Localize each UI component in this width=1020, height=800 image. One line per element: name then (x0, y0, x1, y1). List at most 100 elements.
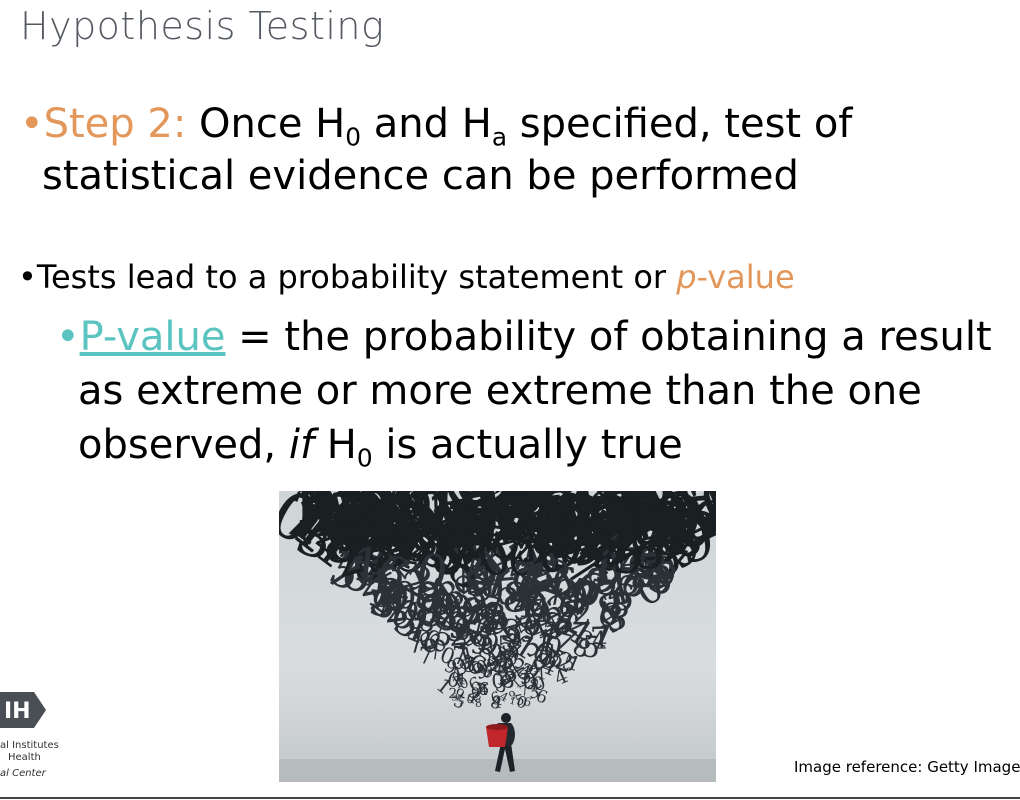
step-text-a: Once H (186, 101, 346, 147)
svg-text:7: 7 (480, 658, 499, 685)
svg-text:3: 3 (373, 515, 410, 581)
svg-text:9: 9 (518, 492, 561, 565)
bullet-dot: • (20, 101, 44, 147)
svg-text:6: 6 (550, 559, 580, 610)
svg-text:4: 4 (479, 682, 488, 699)
svg-text:4: 4 (364, 491, 405, 556)
svg-text:4: 4 (359, 547, 396, 606)
svg-text:8: 8 (501, 573, 529, 622)
p-value-word: p-value (676, 258, 794, 296)
svg-text:8: 8 (489, 693, 501, 713)
svg-text:9: 9 (478, 572, 505, 618)
logo-line-1: al Institutes (0, 740, 59, 751)
svg-text:1: 1 (508, 696, 517, 708)
svg-text:7: 7 (381, 529, 412, 583)
svg-text:0: 0 (376, 491, 414, 544)
p-value-rest: -value (696, 258, 795, 296)
p-value-link[interactable]: P-value (79, 314, 226, 360)
person-with-bucket (486, 713, 515, 772)
svg-text:5: 5 (635, 543, 667, 598)
svg-text:5: 5 (679, 491, 716, 554)
svg-text:7: 7 (404, 624, 427, 660)
svg-text:7: 7 (387, 588, 411, 628)
svg-text:1: 1 (538, 527, 572, 584)
svg-text:9: 9 (650, 491, 694, 553)
step-text-c: specified, test of (507, 101, 853, 147)
svg-text:9: 9 (626, 544, 659, 600)
svg-text:7: 7 (425, 639, 444, 665)
svg-text:6: 6 (477, 679, 490, 700)
svg-text:2: 2 (446, 616, 469, 654)
svg-text:9: 9 (469, 629, 489, 662)
svg-text:8: 8 (343, 491, 386, 553)
svg-text:0: 0 (662, 491, 703, 553)
svg-text:6: 6 (613, 555, 642, 605)
svg-text:8: 8 (461, 493, 499, 559)
svg-text:5: 5 (457, 697, 465, 707)
svg-text:0: 0 (522, 670, 537, 696)
bullet-dot: • (56, 314, 80, 360)
step-label: Step 2: (43, 101, 187, 147)
svg-text:4: 4 (492, 693, 504, 712)
svg-text:2: 2 (441, 491, 485, 560)
svg-text:0: 0 (434, 491, 480, 543)
svg-text:0: 0 (445, 667, 463, 692)
svg-text:8: 8 (613, 491, 664, 550)
svg-text:4: 4 (591, 625, 608, 655)
svg-text:9: 9 (507, 688, 518, 703)
ha-subscript: a (491, 122, 508, 152)
if-italic: if (288, 422, 315, 468)
svg-text:6: 6 (523, 694, 533, 709)
svg-text:8: 8 (319, 509, 361, 577)
svg-text:4: 4 (456, 670, 466, 688)
svg-text:9: 9 (505, 623, 523, 654)
svg-text:3: 3 (497, 658, 508, 678)
svg-text:1: 1 (536, 665, 547, 683)
svg-text:1: 1 (459, 642, 476, 667)
svg-text:5: 5 (610, 526, 644, 587)
nih-logo-mark: IH (0, 692, 46, 728)
h0-subscript: 0 (356, 443, 373, 473)
svg-text:8: 8 (633, 491, 678, 544)
nih-logo: IH al Institutes Health al Center (0, 690, 60, 780)
logo-mark-text: IH (4, 699, 31, 724)
svg-text:2: 2 (543, 503, 579, 568)
svg-text:0: 0 (514, 692, 529, 713)
svg-text:4: 4 (586, 522, 620, 583)
svg-text:1: 1 (349, 537, 385, 594)
svg-text:5: 5 (462, 653, 476, 677)
image-reference: Image reference: Getty Images (794, 758, 1020, 776)
svg-text:4: 4 (531, 592, 553, 630)
tests-text: Tests lead to a probability statement or (36, 258, 677, 296)
svg-text:7: 7 (573, 511, 613, 577)
svg-text:3: 3 (527, 674, 538, 694)
svg-text:4: 4 (619, 538, 647, 589)
svg-text:2: 2 (473, 693, 483, 705)
svg-text:1: 1 (534, 628, 554, 660)
svg-text:5: 5 (535, 491, 585, 551)
svg-text:7: 7 (524, 491, 570, 557)
svg-text:6: 6 (442, 519, 478, 580)
svg-text:6: 6 (493, 491, 532, 550)
svg-text:1: 1 (653, 507, 690, 569)
svg-text:0: 0 (535, 641, 555, 673)
svg-text:0: 0 (392, 574, 417, 618)
svg-text:7: 7 (418, 643, 433, 669)
svg-text:0: 0 (353, 545, 382, 596)
p-value-definition: •P-value = the probability of obtaining … (56, 310, 1006, 472)
svg-text:8: 8 (418, 592, 443, 636)
svg-text:4: 4 (513, 586, 535, 626)
svg-text:9: 9 (450, 692, 458, 704)
svg-text:3: 3 (511, 552, 543, 607)
svg-text:9: 9 (491, 649, 510, 679)
svg-text:5: 5 (343, 499, 383, 569)
h0-subscript: 0 (345, 122, 362, 152)
svg-text:8: 8 (499, 667, 518, 695)
svg-text:4: 4 (528, 656, 542, 678)
svg-text:0: 0 (453, 612, 472, 646)
line3-b: H (314, 422, 357, 468)
svg-text:2: 2 (507, 518, 540, 577)
step-2-bullet: •Step 2: Once H0 and Ha specified, test … (20, 98, 1000, 202)
svg-text:9: 9 (650, 548, 679, 597)
